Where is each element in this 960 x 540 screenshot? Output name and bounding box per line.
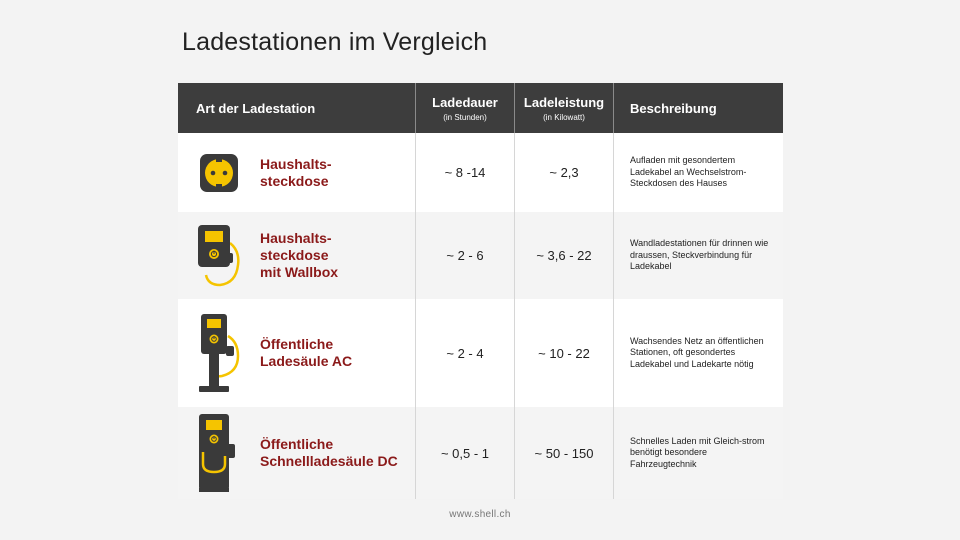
header-duration: Ladedauer (in Stunden) <box>416 83 515 133</box>
table-row: Öffentliche Schnellladesäule DC ~ 0,5 - … <box>178 407 783 499</box>
header-description: Beschreibung <box>614 83 783 133</box>
dc-fast-charging-station-icon <box>194 412 244 494</box>
header-power: Ladeleistung (in Kilowatt) <box>515 83 614 133</box>
header-type-label: Art der Ladestation <box>196 100 316 116</box>
power-cell: ~ 2,3 <box>515 133 614 212</box>
power-cell: ~ 50 - 150 <box>515 407 614 499</box>
socket-icon <box>194 153 244 193</box>
power-cell: ~ 3,6 - 22 <box>515 212 614 299</box>
header-power-label: Ladeleistung <box>523 94 605 110</box>
type-cell: Öffentliche Ladesäule AC <box>178 299 416 407</box>
type-cell: Haushalts- steckdose mit Wallbox <box>178 212 416 299</box>
duration-cell: ~ 2 - 6 <box>416 212 515 299</box>
header-power-unit: (in Kilowatt) <box>543 112 585 122</box>
description-cell: Schnelles Laden mit Gleich-strom benötig… <box>630 435 765 469</box>
duration-cell: ~ 0,5 - 1 <box>416 407 515 499</box>
table-row: Haushalts- steckdose ~ 8 -14 ~ 2,3 Aufla… <box>178 133 783 212</box>
power-cell: ~ 10 - 22 <box>515 299 614 407</box>
header-type: Art der Ladestation <box>178 83 416 133</box>
header-description-label: Beschreibung <box>630 100 717 116</box>
wallbox-icon <box>194 223 244 289</box>
type-label: Haushalts- steckdose <box>260 155 332 189</box>
type-label: Öffentliche Schnellladesäule DC <box>260 436 398 469</box>
table-header: Art der Ladestation Ladedauer (in Stunde… <box>178 83 783 133</box>
type-cell: Öffentliche Schnellladesäule DC <box>178 407 416 499</box>
page-title: Ladestationen im Vergleich <box>182 28 488 56</box>
description-cell: Wachsendes Netz an öffentlichen Statione… <box>630 335 764 369</box>
type-label: Öffentliche Ladesäule AC <box>260 336 353 369</box>
comparison-table: Art der Ladestation Ladedauer (in Stunde… <box>178 83 783 499</box>
duration-cell: ~ 8 -14 <box>416 133 515 212</box>
header-duration-label: Ladedauer <box>432 94 498 110</box>
header-duration-unit: (in Stunden) <box>443 112 487 122</box>
ac-charging-station-icon <box>194 312 244 394</box>
table-row: Öffentliche Ladesäule AC ~ 2 - 4 ~ 10 - … <box>178 299 783 407</box>
table-row: Haushalts- steckdose mit Wallbox ~ 2 - 6… <box>178 212 783 299</box>
type-cell: Haushalts- steckdose <box>178 133 416 212</box>
description-cell: Aufladen mit gesondertem Ladekabel an We… <box>630 155 747 189</box>
description-cell: Wandladestationen für drinnen wie drauss… <box>630 238 769 272</box>
duration-cell: ~ 2 - 4 <box>416 299 515 407</box>
type-label: Haushalts- steckdose mit Wallbox <box>260 230 339 280</box>
source-link[interactable]: www.shell.ch <box>449 509 511 520</box>
